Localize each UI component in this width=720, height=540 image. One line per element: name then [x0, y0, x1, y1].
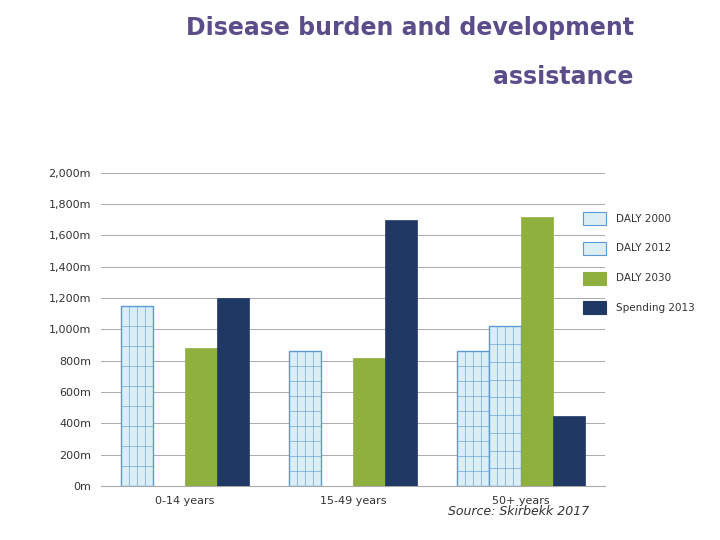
Bar [353, 357, 384, 486]
Text: Source: Skirbekk 2017: Source: Skirbekk 2017 [448, 505, 589, 518]
Text: Spending 2013: Spending 2013 [616, 303, 694, 313]
Bar [185, 348, 217, 486]
Text: DALY 2030: DALY 2030 [616, 273, 671, 283]
Bar [553, 416, 585, 486]
Bar [121, 306, 153, 486]
Bar [289, 352, 321, 486]
Bar [521, 217, 553, 486]
Text: DALY 2000: DALY 2000 [616, 214, 670, 224]
Bar [489, 326, 521, 486]
Bar [457, 352, 489, 486]
Bar [217, 298, 248, 486]
Text: assistance: assistance [493, 65, 634, 89]
Text: DALY 2012: DALY 2012 [616, 244, 671, 253]
Text: Disease burden and development: Disease burden and development [186, 16, 634, 40]
Bar [384, 220, 417, 486]
